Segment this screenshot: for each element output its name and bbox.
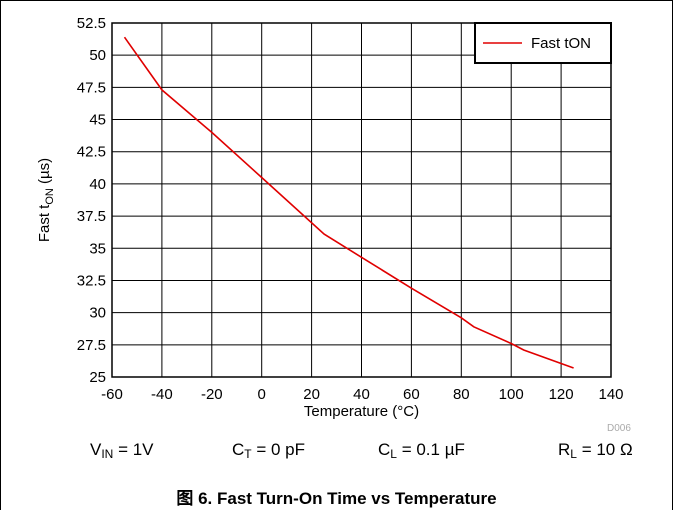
test-conditions: VIN = 1V CT = 0 pF CL = 0.1 µF RL = 10 Ω [80,440,660,468]
legend-box [474,22,612,64]
condition-ct: CT = 0 pF [232,440,306,461]
plot-area-border [111,22,612,378]
x-tick-label: 100 [499,386,524,403]
figure-caption: 图 6. Fast Turn-On Time vs Temperature [176,489,497,508]
y-tick-label: 25 [89,369,106,386]
y-axis-label: Fast tON (µs) [36,158,56,242]
y-tick-label: 47.5 [77,79,106,96]
x-tick-label: 120 [549,386,574,403]
y-tick-label: 40 [89,176,106,193]
x-tick-label: 40 [353,386,370,403]
x-tick-label: 20 [303,386,320,403]
legend-label: Fast tON [531,35,591,52]
y-tick-label: 37.5 [77,208,106,225]
condition-vin: VIN = 1V [90,440,154,461]
x-tick-label: -60 [101,386,123,403]
y-tick-label: 52.5 [77,15,106,32]
y-tick-label: 30 [89,305,106,322]
x-tick-label: 80 [453,386,470,403]
y-tick-label: 45 [89,112,106,129]
condition-cl: CL = 0.1 µF [378,440,465,461]
x-tick-label: -40 [151,386,173,403]
x-tick-label: -20 [201,386,223,403]
condition-rl: RL = 10 Ω [558,440,633,461]
figure-label: D006 [607,423,631,434]
x-axis-label: Temperature (°C) [304,403,419,420]
x-tick-label: 60 [403,386,420,403]
y-tick-label: 42.5 [77,144,106,161]
x-tick-label: 0 [258,386,266,403]
frame-top-border [0,0,673,1]
frame-left-border [0,0,1,510]
y-tick-label: 27.5 [77,337,106,354]
series-line-fast-ton [123,36,574,369]
y-tick-label: 35 [89,240,106,257]
y-tick-label: 50 [89,47,106,64]
y-tick-label: 32.5 [77,272,106,289]
temperature-chart: -60 -40 -20 0 20 40 60 80 100 120 140 25 27.5 30 32.5 3… [36,15,624,420]
x-tick-label: 140 [598,386,623,403]
